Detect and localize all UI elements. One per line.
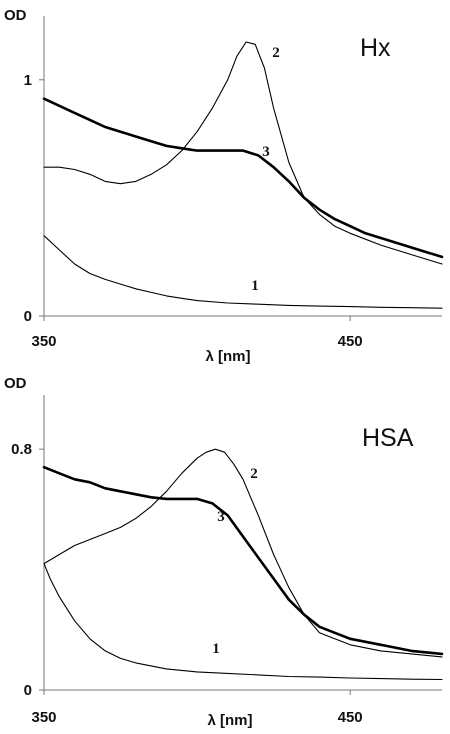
series-line-3: [42, 97, 444, 259]
y-tick-label: 0: [24, 682, 32, 699]
x-tick-label: 450: [338, 709, 363, 726]
y-tick-label: 0: [24, 308, 32, 325]
y-axis-label: OD: [4, 7, 27, 24]
series-label-3: 3: [217, 509, 225, 525]
series-label-1: 1: [212, 641, 220, 657]
x-tick-label: 350: [31, 709, 56, 726]
x-tick-label: 450: [338, 333, 363, 350]
series-line-1: [43, 563, 443, 681]
panel-title: Hx: [360, 34, 391, 62]
series-line-3: [42, 465, 444, 656]
y-tick-label: 1: [24, 72, 32, 89]
y-tick-label: 0.8: [11, 441, 32, 458]
panel-hx: OD Hx λ [nm] 0 1 350 450 1 2 3: [4, 7, 444, 365]
series-label-2: 2: [250, 466, 258, 482]
series-line-2: [43, 448, 443, 658]
x-tick-label: 350: [31, 333, 56, 350]
panel-title: HSA: [362, 424, 414, 452]
x-axis-label: λ [nm]: [208, 712, 253, 729]
series-line-1: [43, 235, 443, 309]
series-label-3: 3: [262, 144, 270, 160]
panel-hsa: OD HSA λ [nm] 0 0.8 350 450 1 2 3: [4, 375, 444, 729]
y-axis-label: OD: [4, 375, 27, 392]
series-line-2: [43, 41, 443, 265]
series-label-1: 1: [251, 278, 259, 294]
series-label-2: 2: [272, 45, 280, 61]
x-axis-label: λ [nm]: [206, 348, 251, 365]
